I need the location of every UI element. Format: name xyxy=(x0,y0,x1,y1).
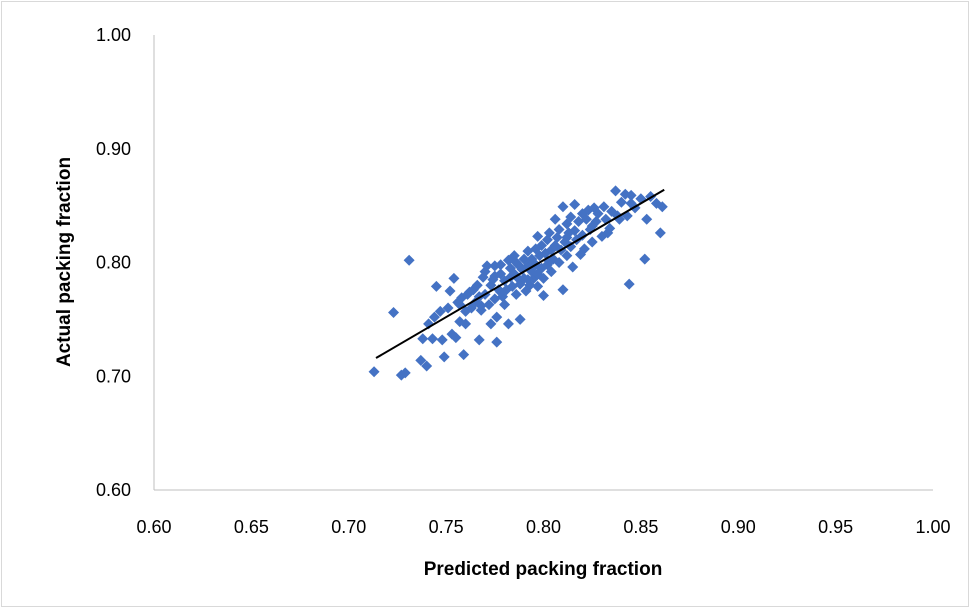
data-point xyxy=(436,334,448,346)
data-point xyxy=(592,208,604,220)
y-tick-label: 0.60 xyxy=(96,480,131,500)
data-point xyxy=(538,289,549,301)
data-point xyxy=(598,201,610,213)
data-point xyxy=(438,351,450,363)
data-points xyxy=(368,185,668,381)
data-point xyxy=(532,280,544,292)
data-point xyxy=(586,220,598,232)
data-point xyxy=(532,230,544,242)
data-point xyxy=(557,201,569,213)
data-point xyxy=(615,196,627,208)
data-point xyxy=(522,274,534,286)
data-point xyxy=(543,227,555,239)
data-point xyxy=(430,280,442,292)
data-point xyxy=(561,250,573,262)
data-point xyxy=(499,299,511,311)
data-point xyxy=(604,222,616,234)
data-point xyxy=(504,262,516,274)
data-point xyxy=(514,313,526,325)
x-tick-label: 0.80 xyxy=(526,517,561,537)
data-point xyxy=(510,288,522,300)
data-point xyxy=(538,272,549,284)
data-point xyxy=(428,311,440,323)
x-axis-label: Predicted packing fraction xyxy=(424,559,663,580)
data-point xyxy=(471,279,483,291)
data-point xyxy=(434,305,446,317)
data-point xyxy=(415,354,427,366)
data-point xyxy=(442,302,454,314)
x-tick-label: 1.00 xyxy=(915,517,950,537)
data-point xyxy=(450,332,462,344)
data-point xyxy=(491,336,503,348)
data-point xyxy=(522,245,534,257)
data-point xyxy=(426,333,438,345)
data-point xyxy=(656,201,668,213)
y-axis-label: Actual packing fraction xyxy=(54,157,75,367)
y-tick-label: 0.90 xyxy=(96,139,131,159)
data-point xyxy=(502,318,514,330)
data-point xyxy=(536,239,548,251)
data-point xyxy=(399,367,411,379)
data-point xyxy=(495,286,507,298)
data-point xyxy=(625,189,637,201)
data-point xyxy=(580,213,592,225)
data-point xyxy=(578,243,590,255)
data-point xyxy=(625,197,637,209)
x-tick-label: 0.85 xyxy=(623,517,658,537)
data-point xyxy=(444,285,456,297)
data-point xyxy=(403,254,415,266)
data-point xyxy=(569,198,581,210)
data-point xyxy=(489,270,501,282)
data-point xyxy=(623,278,635,290)
data-point xyxy=(483,299,495,311)
x-tick-label: 0.95 xyxy=(818,517,853,537)
data-point xyxy=(448,272,460,284)
data-point xyxy=(485,318,497,330)
x-tick-label: 0.60 xyxy=(136,517,171,537)
data-point xyxy=(481,260,493,272)
y-tick-labels: 0.60 0.70 0.80 0.90 1.00 xyxy=(96,25,131,500)
data-point xyxy=(553,224,565,236)
data-point xyxy=(565,211,577,223)
data-point xyxy=(639,253,651,265)
data-point xyxy=(368,366,380,378)
data-point xyxy=(417,333,429,345)
data-point xyxy=(569,225,581,237)
data-point xyxy=(473,334,485,346)
data-point xyxy=(495,259,507,271)
data-point xyxy=(551,231,563,243)
data-point xyxy=(421,360,433,372)
data-point xyxy=(460,318,472,330)
data-point xyxy=(475,300,487,312)
data-point xyxy=(557,284,569,296)
data-point xyxy=(388,307,400,319)
data-point xyxy=(458,349,470,361)
data-point xyxy=(491,311,503,323)
data-point xyxy=(561,231,573,243)
trendline xyxy=(375,188,665,359)
y-tick-label: 0.70 xyxy=(96,366,131,386)
data-point xyxy=(510,257,522,268)
data-point xyxy=(573,216,585,228)
data-point xyxy=(545,266,557,278)
data-point xyxy=(543,255,555,267)
x-tick-label: 0.90 xyxy=(721,517,756,537)
x-tick-label: 0.70 xyxy=(331,517,366,537)
data-point xyxy=(610,185,622,197)
data-point xyxy=(553,257,565,268)
data-point xyxy=(641,213,653,225)
data-point xyxy=(586,236,598,248)
data-point xyxy=(567,261,579,273)
data-point xyxy=(654,227,666,239)
data-point xyxy=(549,213,561,225)
y-tick-label: 0.80 xyxy=(96,253,131,273)
x-tick-label: 0.65 xyxy=(234,517,269,537)
x-tick-label: 0.75 xyxy=(429,517,464,537)
data-point xyxy=(489,293,501,305)
data-point xyxy=(506,280,518,292)
x-tick-labels: 0.60 0.65 0.70 0.75 0.80 0.85 0.90 0.95 1.00 xyxy=(136,517,950,537)
y-tick-label: 1.00 xyxy=(96,25,131,45)
